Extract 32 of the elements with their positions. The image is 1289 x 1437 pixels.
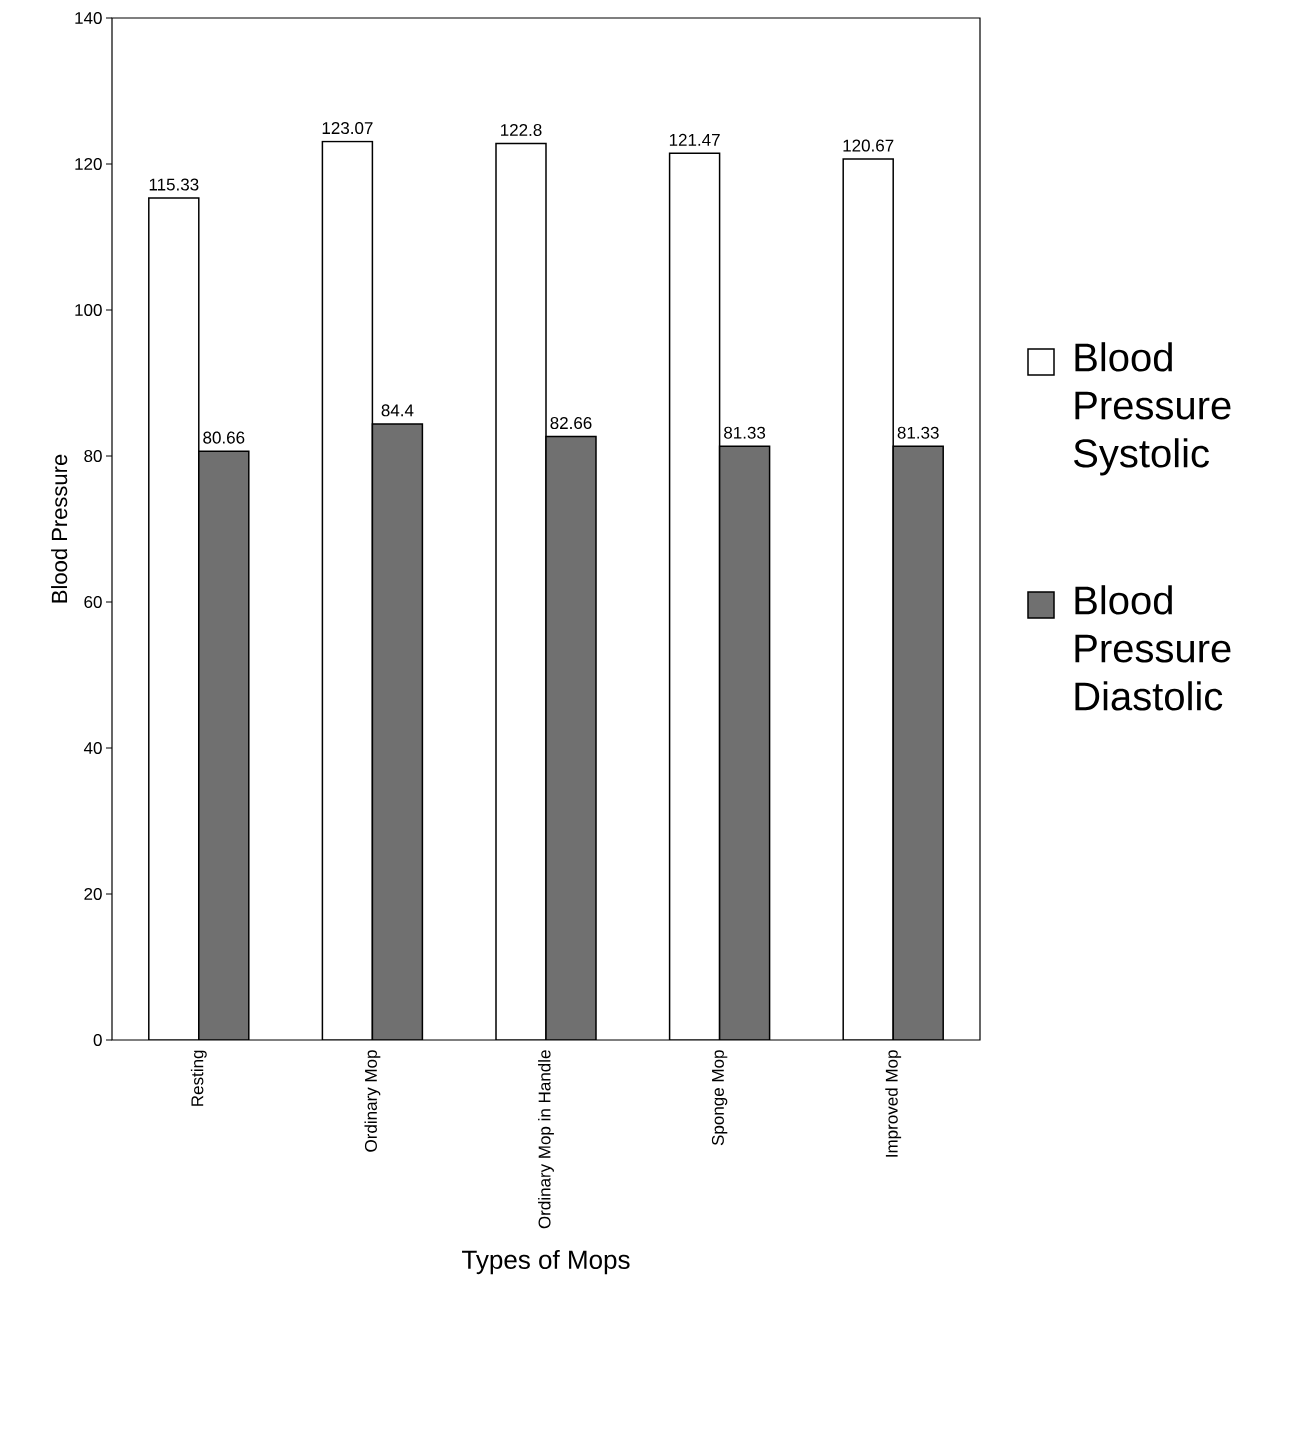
bar [718,445,771,1040]
data-label: 84.4 [381,404,414,417]
y-tick-label: 100 [75,303,102,317]
x-tick-label: Ordinary Mop in Handle [538,1050,554,1229]
y-tick-label: 0 [93,1033,102,1047]
x-tick-label: Resting [190,1050,207,1106]
data-label: 115.33 [149,178,199,191]
bar [371,423,424,1040]
y-tick-label: 40 [83,741,102,755]
x-tick-label: Improved Mop [885,1050,902,1157]
data-label: 81.33 [897,426,939,439]
y-tick-label: 80 [84,449,102,463]
x-tick-label: Sponge Mop [711,1050,728,1146]
y-axis-title: Blood Pressure [51,454,68,603]
data-label: 123.07 [322,122,373,135]
y-tick-label: 140 [75,11,102,25]
bar [198,450,250,1040]
data-label: 121.47 [669,133,720,146]
data-label: 120.67 [843,139,894,152]
legend-label: Blood Pressure Diastolic [1075,585,1231,711]
data-label: 82.66 [550,417,592,430]
x-tick-label: Ordinary Mop [364,1050,381,1152]
text: Blood Pressure Systolic [1074,342,1231,476]
data-label: 81.33 [724,426,766,439]
y-tick-label: 20 [84,887,102,901]
data-label: 80.66 [203,431,245,444]
x-axis-title: Types of Mops [462,1249,630,1275]
y-tick-label: 60 [84,595,102,609]
bar [892,445,944,1040]
y-tick-label: 120 [75,157,102,171]
data-label: 122.8 [501,123,542,137]
bar [545,435,597,1040]
